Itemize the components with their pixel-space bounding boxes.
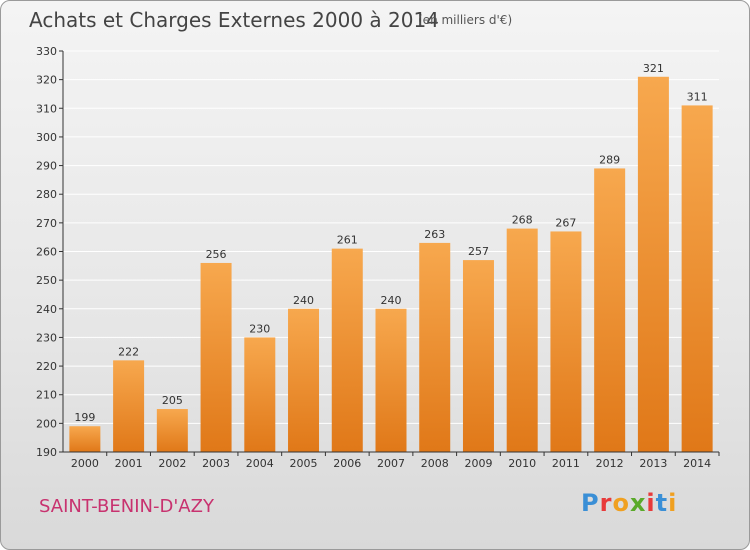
bar-value-label: 240 <box>293 294 314 307</box>
x-tick-label: 2001 <box>115 457 143 470</box>
bar <box>69 426 101 452</box>
bar <box>331 248 363 452</box>
bar <box>113 360 145 452</box>
x-tick-label: 2006 <box>333 457 361 470</box>
y-tick-label: 310 <box>36 102 57 115</box>
bar <box>550 231 582 452</box>
bar-value-label: 267 <box>555 216 576 229</box>
bars-group: 199 222 205 256 230 240 261 240 263 257 268 267 289 3… <box>69 62 713 453</box>
chart-subtitle: (en milliers d'€) <box>418 13 513 27</box>
bar-value-label: 261 <box>337 234 358 247</box>
x-tick-label: 2005 <box>290 457 318 470</box>
y-tick-label: 320 <box>36 74 57 87</box>
x-tick-label: 2000 <box>71 457 99 470</box>
bar-value-label: 311 <box>687 90 708 103</box>
x-tick-label: 2010 <box>508 457 536 470</box>
y-tick-label: 250 <box>36 274 57 287</box>
bar-value-label: 268 <box>512 214 533 227</box>
bar-value-label: 256 <box>206 248 227 261</box>
bar <box>288 308 320 452</box>
x-tick-label: 2008 <box>421 457 449 470</box>
bar-value-label: 263 <box>424 228 445 241</box>
bar-value-label: 222 <box>118 345 139 358</box>
bar <box>637 76 669 453</box>
y-tick-label: 260 <box>36 246 57 259</box>
bar-value-label: 230 <box>249 322 270 335</box>
y-tick-label: 270 <box>36 217 57 230</box>
bar <box>506 228 538 452</box>
bar <box>419 242 451 452</box>
bar <box>681 105 713 453</box>
place-name: SAINT-BENIN-D'AZY <box>39 496 214 517</box>
y-tick-label: 300 <box>36 131 57 144</box>
bar <box>156 409 188 452</box>
bar <box>594 168 626 452</box>
y-tick-label: 220 <box>36 360 57 373</box>
bar <box>200 262 232 452</box>
proxiti-logo: Proxiti <box>581 489 678 517</box>
x-tick-label: 2013 <box>639 457 667 470</box>
y-tick-label: 290 <box>36 160 57 173</box>
y-tick-label: 200 <box>36 417 57 430</box>
y-tick-label: 210 <box>36 389 57 402</box>
y-tick-label: 190 <box>36 446 57 459</box>
x-tick-label: 2007 <box>377 457 405 470</box>
bar <box>244 337 276 452</box>
x-tick-label: 2004 <box>246 457 274 470</box>
x-tick-label: 2011 <box>552 457 580 470</box>
bar-value-label: 257 <box>468 245 489 258</box>
y-tick-label: 280 <box>36 188 57 201</box>
y-tick-label: 230 <box>36 331 57 344</box>
x-tick-label: 2002 <box>158 457 186 470</box>
bar-value-label: 240 <box>381 294 402 307</box>
x-tick-label: 2003 <box>202 457 230 470</box>
chart-title: Achats et Charges Externes 2000 à 2014 <box>29 8 439 32</box>
bar-value-label: 205 <box>162 394 183 407</box>
bar <box>375 308 407 452</box>
bar-value-label: 199 <box>74 411 95 424</box>
x-tick-label: 2009 <box>464 457 492 470</box>
bar <box>462 260 494 452</box>
y-tick-label: 240 <box>36 303 57 316</box>
axes-group: 190 200 210 220 230 240 250 260 270 280 290 300 310 3… <box>36 45 720 470</box>
y-tick-label: 330 <box>36 45 57 58</box>
x-tick-label: 2014 <box>683 457 711 470</box>
bar-value-label: 289 <box>599 153 620 166</box>
bar-value-label: 321 <box>643 62 664 75</box>
x-tick-label: 2012 <box>596 457 624 470</box>
